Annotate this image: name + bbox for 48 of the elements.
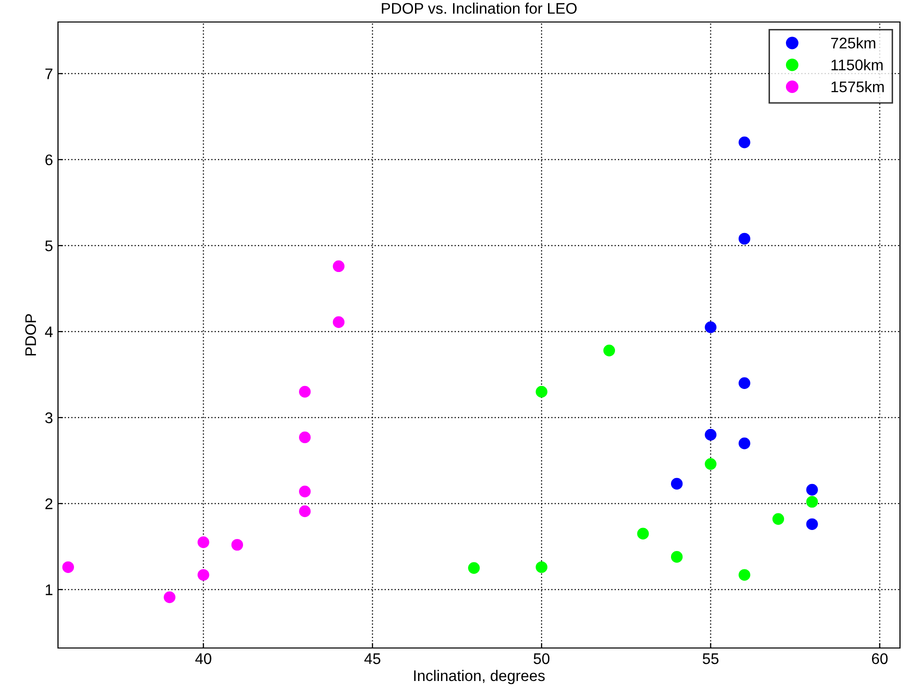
point xyxy=(299,505,311,518)
point xyxy=(738,569,750,581)
point xyxy=(670,551,683,563)
x-tick-label: 40 xyxy=(195,653,212,664)
chart-title: PDOP vs. Inclination for LEO xyxy=(382,2,577,14)
point xyxy=(299,431,311,444)
point xyxy=(704,458,716,470)
point xyxy=(772,513,784,525)
y-tick-label: 2 xyxy=(45,498,52,510)
y-axis-title: PDOP xyxy=(25,314,36,356)
x-axis-title: Inclination, degrees xyxy=(414,670,545,684)
x-tick-label: 45 xyxy=(364,653,380,664)
point xyxy=(198,569,210,581)
point xyxy=(806,518,818,530)
point xyxy=(670,478,683,490)
y-tick-label: 6 xyxy=(45,154,52,166)
y-tick-label: 5 xyxy=(45,240,52,252)
point xyxy=(738,232,750,245)
point xyxy=(198,536,210,548)
point xyxy=(468,562,480,574)
point xyxy=(299,486,311,498)
point xyxy=(738,438,750,450)
point xyxy=(299,386,311,398)
legend-label: 1575km xyxy=(832,81,884,92)
point xyxy=(637,528,649,540)
point xyxy=(332,316,345,328)
point xyxy=(603,344,616,356)
x-tick-label: 55 xyxy=(702,653,718,664)
x-tick-label: 50 xyxy=(534,653,550,664)
point xyxy=(738,377,750,389)
point xyxy=(536,561,548,574)
point xyxy=(704,321,716,334)
point xyxy=(806,496,818,508)
point xyxy=(164,591,176,604)
point xyxy=(704,428,716,441)
legend-label: 1150km xyxy=(832,59,883,70)
y-tick-label: 1 xyxy=(46,584,52,596)
y-tick-label: 7 xyxy=(45,68,52,80)
y-tick-label: 3 xyxy=(45,412,52,424)
y-tick-label: 4 xyxy=(44,326,53,338)
point xyxy=(62,561,74,574)
point xyxy=(738,136,750,148)
legend-label: 725km xyxy=(831,37,876,48)
x-tick-label: 60 xyxy=(872,653,888,664)
point xyxy=(806,484,818,496)
point xyxy=(536,386,548,398)
point xyxy=(231,538,244,551)
point xyxy=(332,260,345,272)
